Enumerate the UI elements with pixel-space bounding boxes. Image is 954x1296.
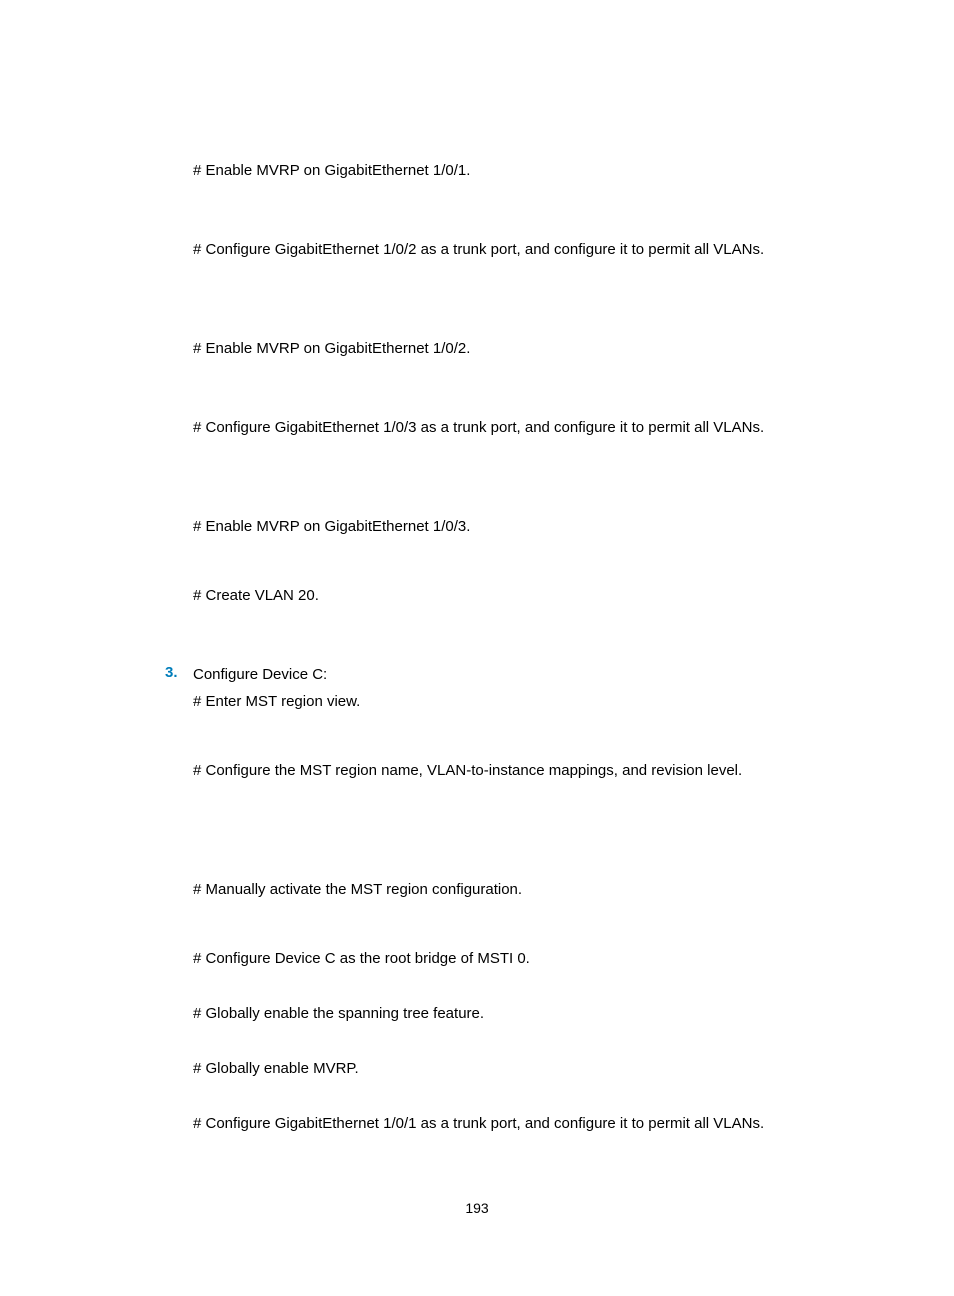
- page-content: # Enable MVRP on GigabitEthernet 1/0/1. …: [165, 160, 865, 1134]
- body-text: # Configure GigabitEthernet 1/0/3 as a t…: [193, 417, 865, 438]
- body-text: # Globally enable MVRP.: [193, 1058, 865, 1079]
- body-text: # Enter MST region view.: [193, 691, 865, 712]
- body-text: # Configure the MST region name, VLAN-to…: [193, 760, 865, 781]
- step-title: Configure Device C:: [193, 664, 865, 685]
- body-text: # Globally enable the spanning tree feat…: [193, 1003, 865, 1024]
- body-text: # Enable MVRP on GigabitEthernet 1/0/3.: [193, 516, 865, 537]
- body-text: # Configure GigabitEthernet 1/0/2 as a t…: [193, 239, 865, 260]
- step-3: 3. Configure Device C: # Enter MST regio…: [165, 664, 865, 712]
- body-text: # Create VLAN 20.: [193, 585, 865, 606]
- body-text: # Manually activate the MST region confi…: [193, 879, 865, 900]
- body-text: # Enable MVRP on GigabitEthernet 1/0/2.: [193, 338, 865, 359]
- step-number: 3.: [165, 664, 193, 712]
- body-text: # Configure Device C as the root bridge …: [193, 948, 865, 969]
- body-text: # Configure GigabitEthernet 1/0/1 as a t…: [193, 1113, 865, 1134]
- body-text: # Enable MVRP on GigabitEthernet 1/0/1.: [193, 160, 865, 181]
- page-number: 193: [0, 1200, 954, 1216]
